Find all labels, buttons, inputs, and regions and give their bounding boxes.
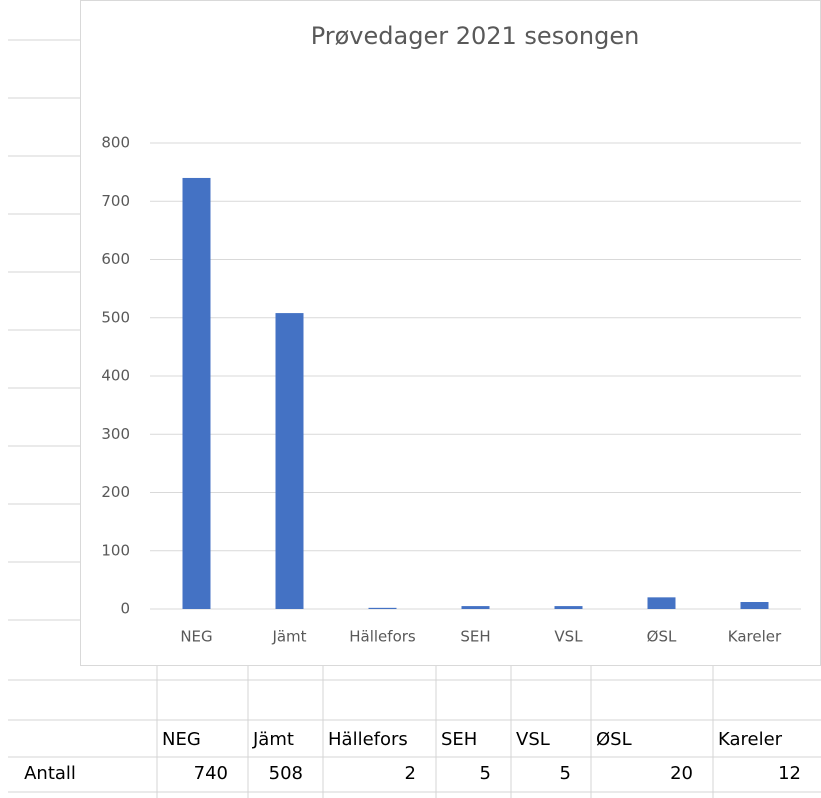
table-header: Jämt bbox=[252, 729, 294, 750]
x-tick-label: VSL bbox=[554, 628, 583, 646]
y-tick-label: 100 bbox=[101, 541, 130, 559]
table-header: ØSL bbox=[596, 729, 632, 750]
bar bbox=[554, 606, 583, 609]
x-tick-label: Kareler bbox=[728, 628, 782, 646]
table-value: 2 bbox=[405, 763, 416, 784]
bar bbox=[461, 606, 490, 609]
table-value: 740 bbox=[194, 763, 228, 784]
x-tick-label: SEH bbox=[460, 628, 490, 646]
table-header: VSL bbox=[516, 729, 550, 750]
y-tick-label: 300 bbox=[101, 425, 130, 443]
y-tick-label: 600 bbox=[101, 250, 130, 268]
bar bbox=[275, 313, 304, 609]
table-header: Kareler bbox=[718, 729, 783, 750]
bar bbox=[740, 602, 769, 609]
x-tick-label: Jämt bbox=[271, 628, 306, 646]
table-value: 12 bbox=[778, 763, 801, 784]
table-header: SEH bbox=[441, 729, 477, 750]
row-label: Antall bbox=[24, 763, 76, 784]
bar bbox=[368, 607, 397, 609]
bar bbox=[182, 177, 211, 609]
x-tick-label: NEG bbox=[180, 628, 212, 646]
table-value: 508 bbox=[269, 763, 303, 784]
table-header: NEG bbox=[162, 729, 201, 750]
table-header: Hällefors bbox=[328, 729, 408, 750]
table-value: 20 bbox=[670, 763, 693, 784]
cell-grid bbox=[8, 39, 821, 798]
bar bbox=[647, 597, 676, 609]
chart-title: Prøvedager 2021 sesongen bbox=[311, 22, 640, 50]
table-value: 5 bbox=[480, 763, 491, 784]
x-tick-label: Hällefors bbox=[349, 628, 416, 646]
y-tick-label: 0 bbox=[120, 600, 130, 618]
y-tick-label: 800 bbox=[101, 134, 130, 152]
y-tick-label: 200 bbox=[101, 483, 130, 501]
y-tick-label: 400 bbox=[101, 367, 130, 385]
y-tick-label: 700 bbox=[101, 192, 130, 210]
table-value: 5 bbox=[560, 763, 571, 784]
x-tick-label: ØSL bbox=[647, 628, 677, 646]
y-tick-label: 500 bbox=[101, 308, 130, 326]
